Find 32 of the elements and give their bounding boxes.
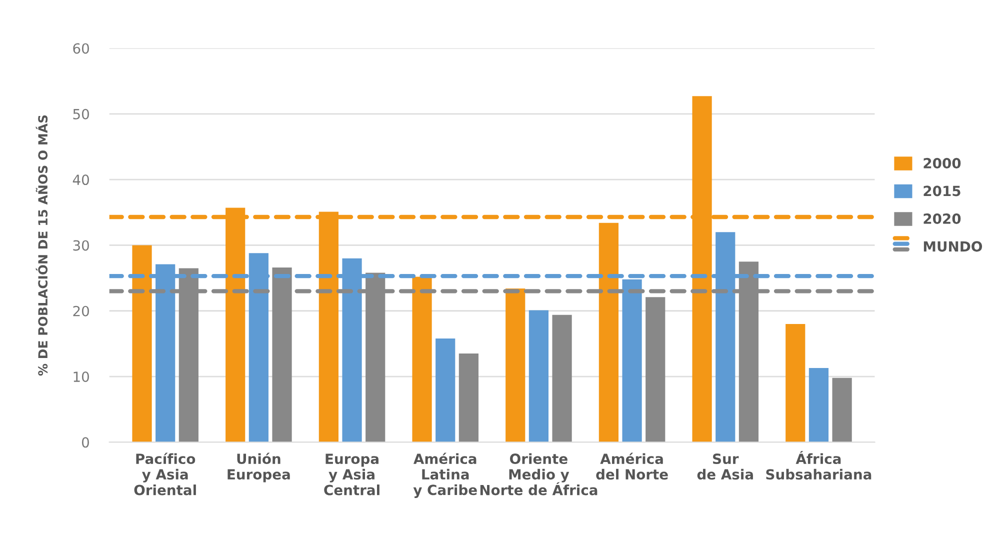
bar	[832, 378, 852, 442]
bar	[598, 222, 619, 442]
legend-label: MUNDO	[924, 241, 982, 252]
bar	[808, 368, 829, 442]
x-tick-label: América del Norte	[596, 452, 668, 480]
y-tick-label: 0	[82, 437, 89, 448]
y-tick-label: 50	[73, 108, 89, 120]
legend-label: 2020	[924, 213, 961, 224]
bar	[646, 297, 666, 442]
y-tick-label: 30	[73, 240, 89, 251]
y-tick-label: 60	[73, 43, 89, 54]
x-tick-label: Sur de Asia	[697, 454, 753, 480]
bar	[458, 354, 478, 442]
bar	[528, 310, 548, 442]
bar	[506, 288, 526, 442]
y-tick-label: 20	[73, 306, 89, 316]
y-axis-title: % DE POBLACIÓN DE 15 AÑOS O MÁS	[36, 115, 48, 376]
x-tick-label: África Subsahariana	[766, 451, 872, 480]
bar	[552, 314, 572, 442]
y-tick-label: 10	[74, 372, 89, 382]
bar	[436, 338, 456, 442]
bar	[786, 324, 806, 442]
x-tick-label: Unión Europea	[228, 452, 290, 482]
bar	[132, 245, 152, 442]
y-tick-label: 40	[72, 174, 89, 186]
x-tick-label: Pacífico y Asia Oriental	[134, 452, 196, 496]
x-tick-label: América Latina y Caribe	[413, 452, 477, 498]
x-tick-label: Oriente Medio y Norte de África	[480, 453, 598, 496]
legend-label: 2000	[924, 158, 961, 168]
bar	[412, 276, 432, 442]
x-tick-label: Europa y Asia Central	[324, 454, 380, 496]
legend-label: 2015	[924, 186, 960, 196]
